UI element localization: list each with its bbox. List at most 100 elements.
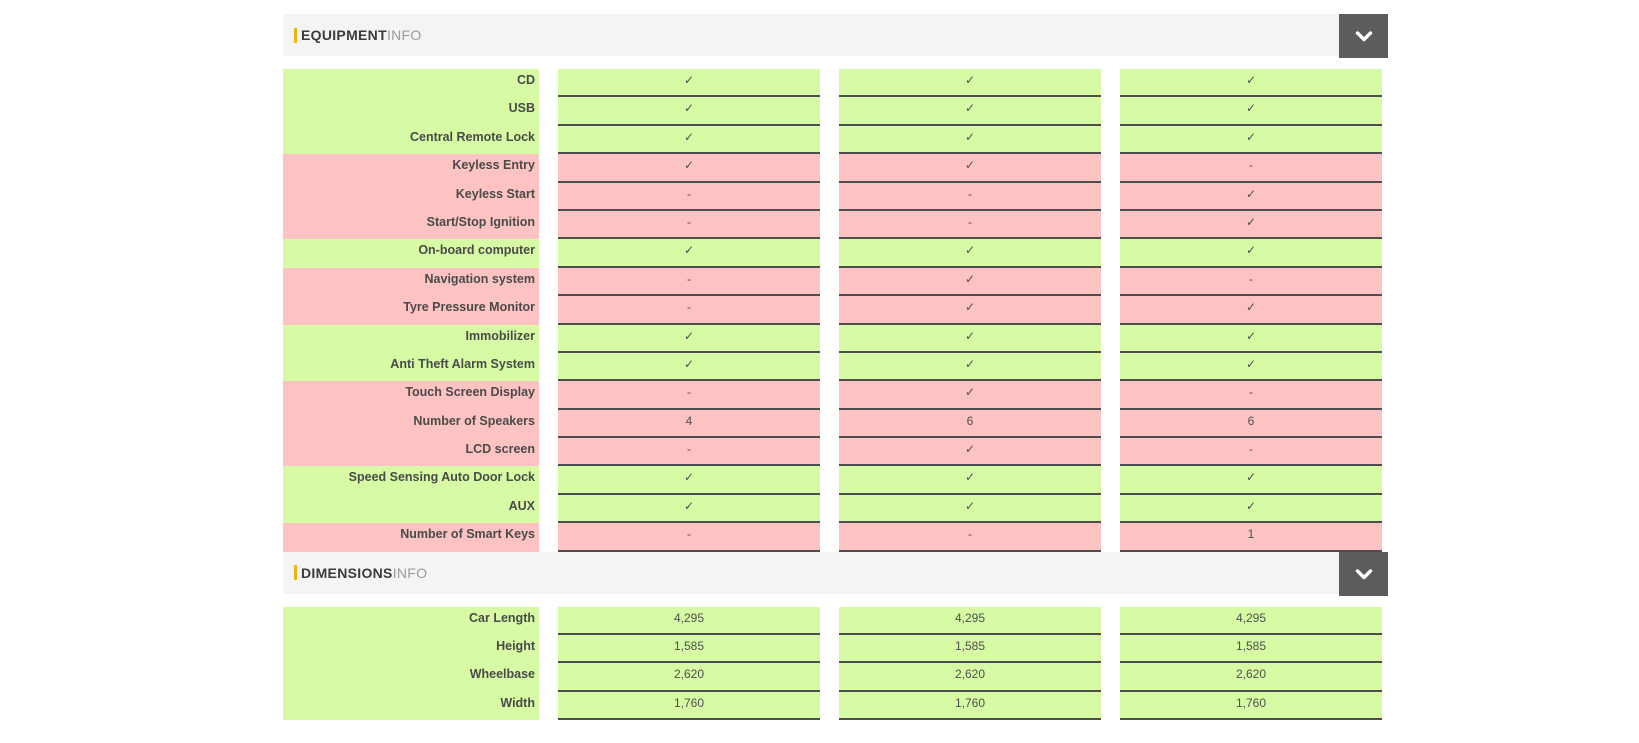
check-icon-cell: ✓	[558, 466, 820, 495]
check-icon-cell: ✓	[1120, 296, 1382, 325]
check-icon-cell: ✓	[558, 154, 820, 183]
check-icon-cell: ✓	[558, 97, 820, 126]
section-title: DIMENSIONS	[301, 564, 393, 581]
value-cell: -	[558, 210, 820, 240]
row-label: On-board computer	[283, 239, 539, 268]
value-cell: -	[839, 210, 1101, 240]
collapse-dimensions-button[interactable]	[1339, 551, 1388, 596]
value-cell: 6	[1120, 409, 1382, 439]
value-cell: -	[558, 267, 820, 297]
check-icon-cell: ✓	[1120, 494, 1382, 524]
check-icon-cell: ✓	[839, 324, 1101, 353]
row-label: USB	[283, 97, 539, 126]
row-label: LCD screen	[283, 438, 539, 467]
row-label: Car Length	[283, 606, 539, 636]
check-icon-cell: ✓	[1120, 466, 1382, 495]
row-label: Keyless Start	[283, 182, 539, 211]
row-label: Navigation system	[283, 267, 539, 297]
value-cell: 4,295	[1120, 606, 1382, 636]
check-icon-cell: ✓	[839, 97, 1101, 126]
equipment-section-header: EQUIPMENT INFO	[283, 14, 1388, 58]
value-cell: -	[839, 523, 1101, 552]
value-cell: 1,585	[1120, 635, 1382, 664]
check-icon-cell: ✓	[839, 125, 1101, 155]
value-cell: -	[1120, 381, 1382, 410]
value-cell: 2,620	[1120, 663, 1382, 692]
check-icon-cell: ✓	[839, 352, 1101, 382]
row-label: Central Remote Lock	[283, 125, 539, 155]
value-cell: 1,760	[558, 691, 820, 721]
row-label: Height	[283, 635, 539, 664]
row-label: CD	[283, 69, 539, 98]
value-cell: -	[558, 523, 820, 552]
value-cell: 4,295	[558, 606, 820, 636]
row-label: Immobilizer	[283, 324, 539, 353]
check-icon-cell: ✓	[839, 239, 1101, 268]
row-label: Start/Stop Ignition	[283, 210, 539, 240]
row-label: Wheelbase	[283, 663, 539, 692]
dimensions-section-header: DIMENSIONS INFO	[283, 551, 1388, 596]
check-icon-cell: ✓	[1120, 97, 1382, 126]
value-cell: -	[558, 296, 820, 325]
check-icon-cell: ✓	[839, 438, 1101, 467]
value-cell: -	[558, 438, 820, 467]
check-icon-cell: ✓	[839, 296, 1101, 325]
value-cell: -	[558, 381, 820, 410]
check-icon-cell: ✓	[839, 494, 1101, 524]
row-label: Keyless Entry	[283, 154, 539, 183]
check-icon-cell: ✓	[558, 352, 820, 382]
row-label: Width	[283, 691, 539, 721]
value-cell: 1,585	[558, 635, 820, 664]
dimensions-info-section: DIMENSIONS INFO Car Length 4,295 4,295 4,29…	[283, 551, 1388, 721]
check-icon-cell: ✓	[1120, 182, 1382, 211]
value-cell: 4,295	[839, 606, 1101, 636]
check-icon-cell: ✓	[558, 125, 820, 155]
value-cell: -	[1120, 267, 1382, 297]
section-title-suffix: INFO	[386, 27, 422, 43]
check-icon-cell: ✓	[1120, 239, 1382, 268]
value-cell: -	[1120, 438, 1382, 467]
check-icon-cell: ✓	[839, 267, 1101, 297]
value-cell: 1,760	[1120, 691, 1382, 721]
value-cell: 1,760	[839, 691, 1101, 721]
accent-bar	[294, 565, 297, 581]
value-cell: 2,620	[558, 663, 820, 692]
chevron-down-icon	[1352, 24, 1376, 48]
value-cell: 2,620	[839, 663, 1101, 692]
check-icon-cell: ✓	[839, 466, 1101, 495]
check-icon-cell: ✓	[558, 494, 820, 524]
check-icon-cell: ✓	[558, 69, 820, 98]
check-icon-cell: ✓	[1120, 210, 1382, 240]
check-icon-cell: ✓	[839, 69, 1101, 98]
equipment-info-section: EQUIPMENT INFO CD ✓ ✓ ✓ USB ✓ ✓ ✓ Central Remote…	[283, 0, 1388, 552]
row-label: Touch Screen Display	[283, 381, 539, 410]
collapse-equipment-button[interactable]	[1339, 14, 1388, 58]
row-label: Tyre Pressure Monitor	[283, 296, 539, 325]
value-cell: -	[558, 182, 820, 211]
value-cell: -	[839, 182, 1101, 211]
check-icon-cell: ✓	[558, 324, 820, 353]
value-cell: 6	[839, 409, 1101, 439]
check-icon-cell: ✓	[1120, 352, 1382, 382]
section-title: EQUIPMENT	[301, 27, 387, 43]
chevron-down-icon	[1352, 562, 1376, 586]
row-label: Anti Theft Alarm System	[283, 352, 539, 382]
row-label: AUX	[283, 494, 539, 524]
check-icon-cell: ✓	[1120, 125, 1382, 155]
value-cell: 4	[558, 409, 820, 439]
dimensions-comparison-table: Car Length 4,295 4,295 4,295 Height 1,585 1,58…	[283, 606, 1388, 721]
check-icon-cell: ✓	[1120, 69, 1382, 98]
row-label: Number of Smart Keys	[283, 523, 539, 552]
row-label: Number of Speakers	[283, 409, 539, 439]
value-cell: 1,585	[839, 635, 1101, 664]
value-cell: 1	[1120, 523, 1382, 552]
equipment-comparison-table: CD ✓ ✓ ✓ USB ✓ ✓ ✓ Central Remote Lock ✓ ✓ ✓ Keyless…	[283, 69, 1388, 552]
section-title-suffix: INFO	[392, 564, 428, 581]
check-icon-cell: ✓	[558, 239, 820, 268]
check-icon-cell: ✓	[839, 154, 1101, 183]
row-label: Speed Sensing Auto Door Lock	[283, 466, 539, 495]
check-icon-cell: ✓	[839, 381, 1101, 410]
value-cell: -	[1120, 154, 1382, 183]
check-icon-cell: ✓	[1120, 324, 1382, 353]
